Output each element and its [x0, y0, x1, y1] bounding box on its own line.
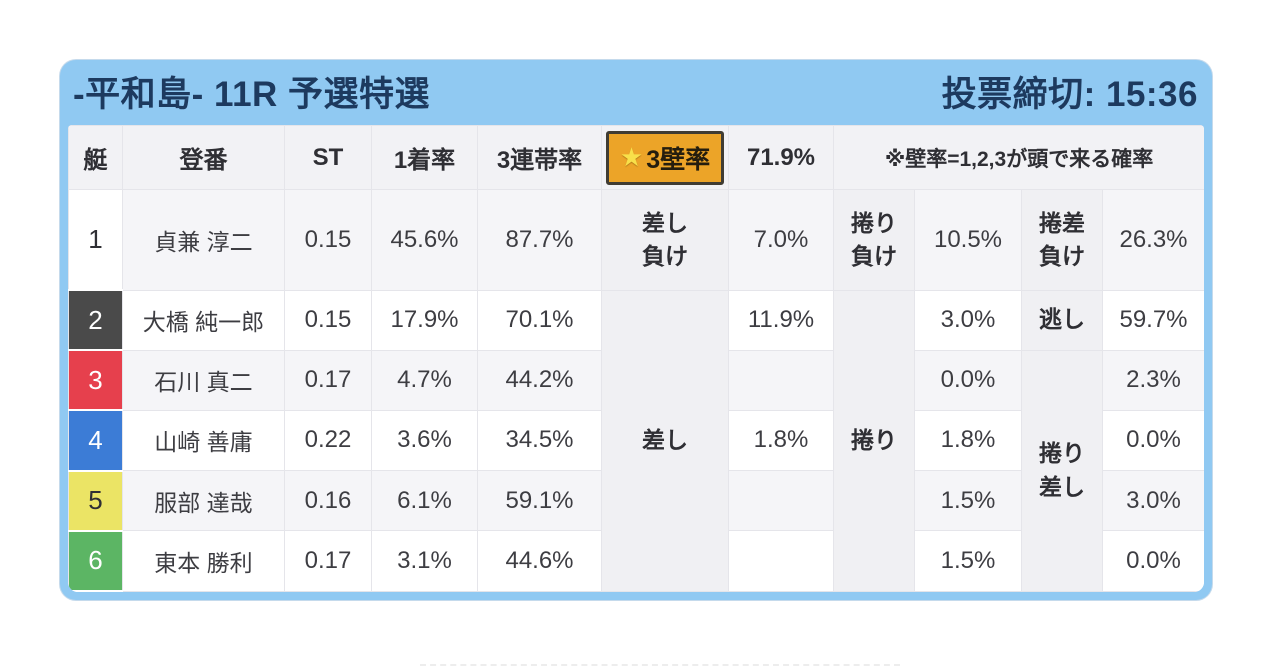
boat-number-5: 5 — [68, 470, 123, 532]
odds-table-wrap: 艇 登番 ST 1着率 3連帯率 ★ 3壁率 71.9% ※壁率=1,2,3が頭… — [68, 125, 1204, 592]
st-value: 0.16 — [284, 470, 372, 532]
col-header-win-rate: 1着率 — [371, 125, 478, 191]
sashi-merged-label: 差し — [601, 289, 729, 592]
table-row: 4 山崎 善庸 0.22 3.6% 34.5% 1.8% 1.8% 0.0% — [68, 409, 1204, 472]
makuri-value: 1.8% — [914, 409, 1022, 472]
wall-rate-button-label: 3壁率 — [646, 145, 711, 174]
makuri-value: 1.5% — [914, 530, 1022, 592]
star-icon: ★ — [619, 142, 644, 173]
sashi-make-value: 7.0% — [728, 189, 834, 291]
next-section-edge — [420, 664, 900, 666]
col-header-st: ST — [284, 125, 372, 191]
racer-name: 山崎 善庸 — [122, 409, 285, 472]
win-rate-value: 4.7% — [371, 349, 478, 411]
top3-rate-value: 34.5% — [477, 409, 602, 472]
last-col-value: 0.0% — [1101, 530, 1204, 592]
st-value: 0.17 — [284, 530, 372, 592]
top3-rate-value: 44.6% — [477, 530, 602, 592]
makuri-value: 3.0% — [914, 289, 1022, 351]
racer-name: 服部 達哉 — [122, 470, 285, 532]
sashi-value — [728, 530, 834, 592]
table-header-row: 艇 登番 ST 1着率 3連帯率 ★ 3壁率 71.9% ※壁率=1,2,3が頭… — [68, 125, 1204, 191]
last-col-value: 2.3% — [1101, 349, 1204, 411]
sashi-value: 11.9% — [728, 289, 834, 351]
race-card: -平和島- 11R 予選特選 投票締切: 15:36 艇 登番 ST 1着率 3… — [60, 60, 1212, 600]
wall-rate-value: 71.9% — [728, 125, 834, 191]
last-col-value: 3.0% — [1101, 470, 1204, 532]
wall-rate-note: ※壁率=1,2,3が頭で来る確率 — [832, 125, 1204, 191]
col-header-top3-rate: 3連帯率 — [477, 125, 602, 191]
vote-deadline: 投票締切: 15:36 — [941, 75, 1198, 114]
sashi-value — [728, 470, 834, 532]
col-header-entry: 登番 — [122, 125, 285, 191]
wall-rate-header-cell: ★ 3壁率 — [601, 125, 729, 191]
racer-name: 東本 勝利 — [122, 530, 285, 592]
makuzashi-make-value: 26.3% — [1101, 189, 1204, 291]
st-value: 0.17 — [284, 349, 372, 411]
sashi-value: 1.8% — [728, 409, 834, 472]
boat-number-1: 1 — [68, 189, 123, 292]
boat-number-3: 3 — [68, 350, 123, 412]
makurizashi-merged-label: 捲り 差し — [1021, 349, 1103, 592]
boat-number-2: 2 — [68, 290, 123, 352]
boat-number-6: 6 — [68, 530, 123, 592]
col-header-boat: 艇 — [68, 125, 123, 191]
makuzashi-make-label: 捲差 負け — [1021, 189, 1103, 291]
top3-rate-value: 70.1% — [477, 289, 602, 351]
sashi-value — [728, 349, 834, 411]
makuri-merged-label: 捲り — [833, 289, 915, 592]
win-rate-value: 3.6% — [371, 409, 478, 472]
racer-name: 大橋 純一郎 — [122, 289, 285, 351]
st-value: 0.15 — [284, 289, 372, 351]
top3-rate-value: 87.7% — [477, 189, 602, 291]
table-row: 5 服部 達哉 0.16 6.1% 59.1% 1.5% 3.0% — [68, 470, 1204, 532]
st-value: 0.22 — [284, 409, 372, 472]
makuri-value: 0.0% — [914, 349, 1022, 411]
racer-name: 貞兼 淳二 — [122, 189, 285, 291]
odds-table: 艇 登番 ST 1着率 3連帯率 ★ 3壁率 71.9% ※壁率=1,2,3が頭… — [68, 125, 1204, 592]
win-rate-value: 6.1% — [371, 470, 478, 532]
makuri-make-label: 捲り 負け — [833, 189, 915, 291]
race-title: -平和島- 11R 予選特選 — [73, 75, 431, 114]
table-row: 6 東本 勝利 0.17 3.1% 44.6% 1.5% 0.0% — [68, 530, 1204, 592]
win-rate-value: 45.6% — [371, 189, 478, 291]
sashi-make-label: 差し 負け — [601, 189, 729, 291]
nigashi-label: 逃し — [1021, 289, 1103, 351]
st-value: 0.15 — [284, 189, 372, 291]
last-col-value: 0.0% — [1101, 409, 1204, 472]
last-col-value: 59.7% — [1101, 289, 1204, 351]
race-header-band: -平和島- 11R 予選特選 投票締切: 15:36 — [60, 60, 1212, 125]
top3-rate-value: 59.1% — [477, 470, 602, 532]
win-rate-value: 3.1% — [371, 530, 478, 592]
wall-rate-button[interactable]: ★ 3壁率 — [606, 130, 724, 185]
win-rate-value: 17.9% — [371, 289, 478, 351]
makuri-value: 1.5% — [914, 470, 1022, 532]
makuri-make-value: 10.5% — [914, 189, 1022, 291]
table-row: 1 貞兼 淳二 0.15 45.6% 87.7% 差し 負け 7.0% 捲り 負… — [68, 189, 1204, 292]
boat-number-4: 4 — [68, 410, 123, 472]
racer-name: 石川 真二 — [122, 349, 285, 411]
table-row: 2 大橋 純一郎 0.15 17.9% 70.1% 差し 11.9% 捲り 3.… — [68, 289, 1204, 592]
top3-rate-value: 44.2% — [477, 349, 602, 411]
